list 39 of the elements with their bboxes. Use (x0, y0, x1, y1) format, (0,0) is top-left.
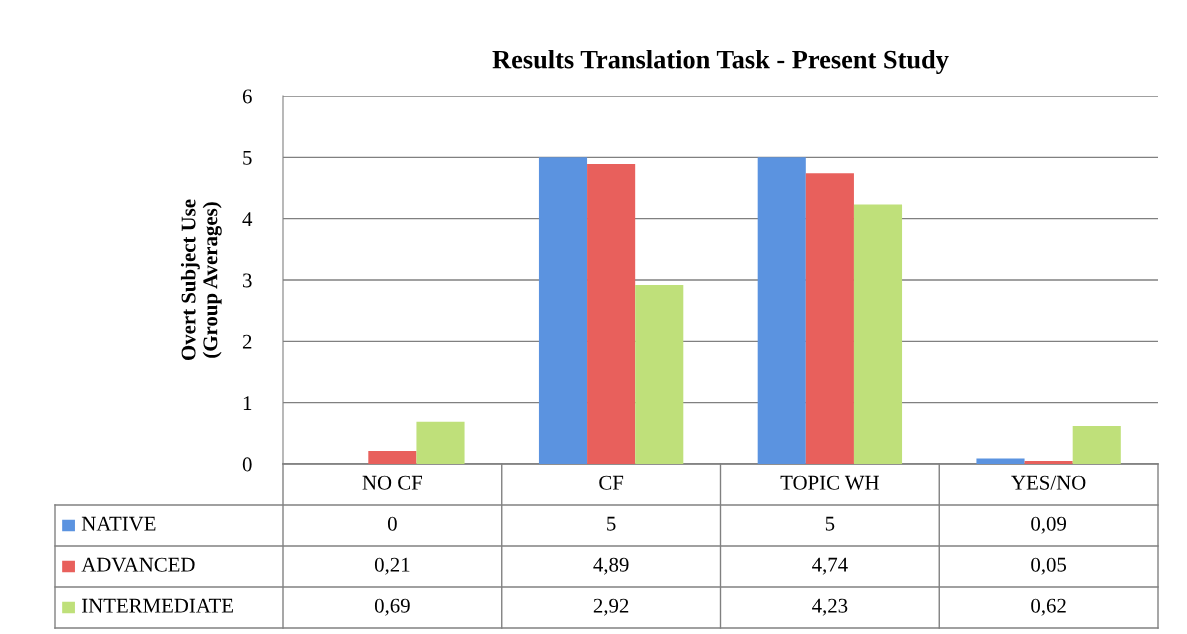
legend-label: ADVANCED (81, 557, 195, 572)
y-tick-label: 1 (243, 396, 252, 410)
y-tick-label: 5 (243, 150, 252, 165)
data-label: 2,92 (593, 598, 629, 616)
legend-label: NATIVE (81, 516, 156, 531)
y-axis-title: Overt Subject Use (Group Averages) (180, 199, 222, 360)
data-label: 0,09 (1031, 516, 1066, 534)
data-label: 0,69 (374, 598, 410, 616)
legend-label: INTERMEDIATE (82, 598, 233, 613)
y-tick-label: 3 (243, 273, 252, 288)
data-label: 0,05 (1031, 557, 1067, 575)
y-tick-label: 4 (242, 212, 253, 226)
bar (538, 157, 588, 464)
bar (757, 157, 806, 464)
y-tick-label: 6 (242, 89, 252, 104)
chart-title: Results Translation Task - Present Study (492, 49, 949, 74)
bar (635, 284, 684, 464)
y-tick-label: 0 (242, 457, 252, 472)
data-label: 0,21 (374, 557, 410, 575)
bar (368, 451, 417, 464)
x-tick-label: TOPIC WH (780, 475, 879, 490)
data-label: 4,23 (812, 598, 848, 616)
x-tick-label: CF (599, 475, 624, 490)
bar (805, 173, 854, 464)
bar (416, 421, 465, 464)
bar (587, 164, 636, 464)
bar (976, 458, 1025, 464)
data-label: 5 (607, 516, 616, 531)
bar (1024, 460, 1073, 464)
data-label: 5 (825, 516, 835, 531)
data-label: 4,74 (812, 557, 848, 575)
bar (853, 204, 903, 464)
data-label: 4,89 (593, 557, 629, 575)
x-tick-label: NO CF (362, 475, 423, 490)
data-label: 0 (387, 516, 397, 531)
bar (1072, 425, 1121, 464)
x-tick-label: YES/NO (1011, 475, 1086, 490)
data-label: 0,62 (1031, 598, 1066, 616)
y-tick-label: 2 (242, 334, 252, 349)
